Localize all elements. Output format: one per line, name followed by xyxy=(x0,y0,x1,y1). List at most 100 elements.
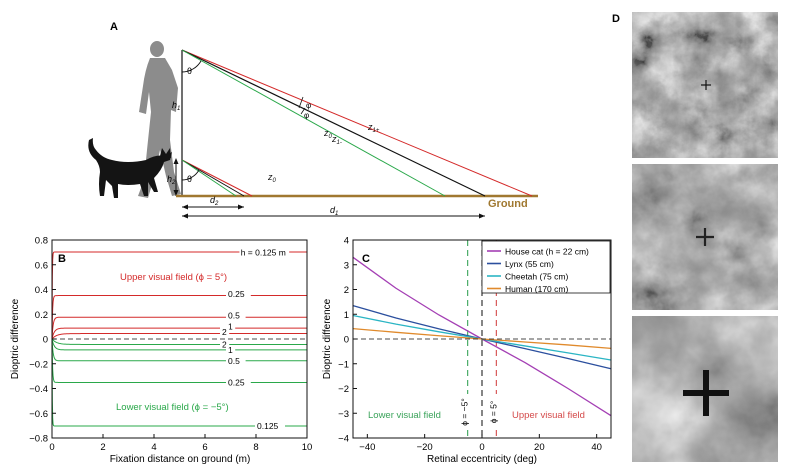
theta-label-bottom: θ xyxy=(187,174,192,184)
z0-label: z0 xyxy=(323,128,333,140)
lower-series-line-b xyxy=(51,338,307,345)
medium-cross-icon xyxy=(696,228,714,246)
series-label-b: 0.25 xyxy=(228,378,245,388)
vline-label-c: ϕ = −5° xyxy=(460,398,470,426)
y-axis-label-c: Dioptric difference xyxy=(322,298,333,379)
x-tick-label-b: 0 xyxy=(49,442,54,453)
x-tick-label-c: 0 xyxy=(479,442,484,453)
legend-entry-c: Human (170 cm) xyxy=(505,284,568,294)
x-tick-label-b: 2 xyxy=(100,442,105,453)
label-mask-b xyxy=(220,326,230,336)
label-mask-b xyxy=(220,340,230,350)
label-mask-b xyxy=(226,321,236,331)
phi-label-top: φ xyxy=(306,101,311,110)
y-tick-label-b: 0.6 xyxy=(35,260,48,271)
y-tick-label-b: −0.8 xyxy=(29,434,48,445)
noise-panels xyxy=(632,12,778,462)
y-tick-label-c: −4 xyxy=(338,434,349,445)
cat-silhouette-icon xyxy=(88,138,172,198)
label-mask-b xyxy=(226,288,251,298)
label-mask-b xyxy=(226,378,251,388)
y-tick-label-c: −2 xyxy=(338,384,349,395)
vline-label-mask-c xyxy=(487,394,500,430)
y-tick-label-c: 1 xyxy=(344,310,349,321)
x-tick-label-b: 6 xyxy=(202,442,207,453)
series-label-b: 0.125 xyxy=(257,421,279,431)
x-tick-label-c: −40 xyxy=(359,442,375,453)
legend-c: House cat (h = 22 cm) Lynx (55 cm) Cheetah… xyxy=(481,240,611,294)
h2-label: h2 xyxy=(167,174,176,186)
panel-label-b: B xyxy=(58,253,66,265)
series-label-b: 0.5 xyxy=(228,356,240,366)
legend-box-c xyxy=(481,240,611,294)
series-label-b: 2 xyxy=(222,327,227,337)
x-tick-label-b: 4 xyxy=(151,442,156,453)
z1-minus-label: z1- xyxy=(331,134,342,146)
phi-label-bottom: φ xyxy=(304,111,309,120)
y-tick-label-c: 0 xyxy=(344,335,349,346)
lower-field-label-b: Lower visual field (ϕ = −5°) xyxy=(116,402,229,413)
ground-label: Ground xyxy=(488,198,528,210)
ray-z1-minus xyxy=(181,49,446,197)
upper-series-line-b xyxy=(51,333,307,340)
ray-z1-plus xyxy=(181,49,533,197)
x-tick-label-b: 10 xyxy=(302,442,313,453)
legend-entry-c: Lynx (55 cm) xyxy=(505,259,554,269)
series-label-b: 0.5 xyxy=(228,310,240,320)
label-mask-b xyxy=(226,310,246,320)
d2-label: d2 xyxy=(210,195,219,207)
panel-label-d: D xyxy=(612,13,620,25)
y-tick-label-b: −0.4 xyxy=(29,384,48,395)
vline-label-mask-c xyxy=(458,394,471,430)
d1-label: d1 xyxy=(330,205,338,217)
y-tick-label-b: 0 xyxy=(43,335,48,346)
y-axis-label-b: Dioptric difference xyxy=(10,298,21,379)
upper-series-line-b xyxy=(51,327,307,340)
lower-series-line-b xyxy=(51,338,307,351)
theta-label-top: θ xyxy=(187,66,192,76)
lower-series-line-b xyxy=(51,338,307,427)
y-tick-label-b: 0.4 xyxy=(35,285,48,296)
geometry-diagram: Ground θ θ φ φ z1+ z0 z1- z0 h1 h2 d2 xyxy=(88,41,538,219)
series-label-b: 0.25 xyxy=(228,289,245,299)
y-tick-label-c: 3 xyxy=(344,260,349,271)
series-label-b: 1 xyxy=(228,321,233,331)
series-label-b: h = 0.125 m xyxy=(241,248,286,258)
x-tick-label-c: 40 xyxy=(591,442,602,453)
x-axis-label-b: Fixation distance on ground (m) xyxy=(110,454,251,465)
upper-field-label-c: Upper visual field xyxy=(512,410,585,421)
x-tick-label-c: 20 xyxy=(534,442,545,453)
y-tick-label-b: −0.2 xyxy=(29,359,48,370)
z0-cat-label: z0 xyxy=(267,172,277,184)
z1-plus-label: z1+ xyxy=(367,122,380,134)
panel-label-a: A xyxy=(110,21,118,33)
y-tick-label-c: 4 xyxy=(344,236,349,247)
legend-entry-c: Cheetah (75 cm) xyxy=(505,272,568,282)
vline-label-c: ϕ = 5° xyxy=(488,401,498,424)
x-axis-label-c: Retinal eccentricity (deg) xyxy=(427,454,537,465)
h1-label: h1 xyxy=(172,100,180,112)
small-cross-icon xyxy=(701,80,711,90)
x-tick-label-c: −20 xyxy=(417,442,433,453)
label-mask-b xyxy=(226,356,246,366)
lower-field-label-c: Lower visual field xyxy=(368,410,441,421)
y-tick-label-c: −3 xyxy=(338,409,349,420)
chart-c: ϕ = −5° ϕ = 5° 4 3 2 1 0 −1 −2 −3 −4 −40 −20 0 20 40 Ho… xyxy=(322,236,612,465)
panel-label-c: C xyxy=(362,253,370,265)
y-tick-label-b: 0.2 xyxy=(35,310,48,321)
upper-field-label-b: Upper visual field (ϕ = 5°) xyxy=(120,272,227,283)
series-label-b: 1 xyxy=(228,345,233,355)
label-mask-b xyxy=(255,421,285,431)
series-label-b: 2 xyxy=(222,340,227,350)
y-tick-label-b: −0.6 xyxy=(29,409,48,420)
y-tick-label-b: 0.8 xyxy=(35,236,48,247)
y-tick-label-c: 2 xyxy=(344,285,349,296)
label-mask-b xyxy=(226,345,236,355)
legend-entry-c: House cat (h = 22 cm) xyxy=(505,247,589,257)
y-tick-label-c: −1 xyxy=(338,359,349,370)
label-mask-b xyxy=(239,245,307,258)
ray-z0 xyxy=(181,49,486,197)
large-cross-icon xyxy=(683,370,729,416)
